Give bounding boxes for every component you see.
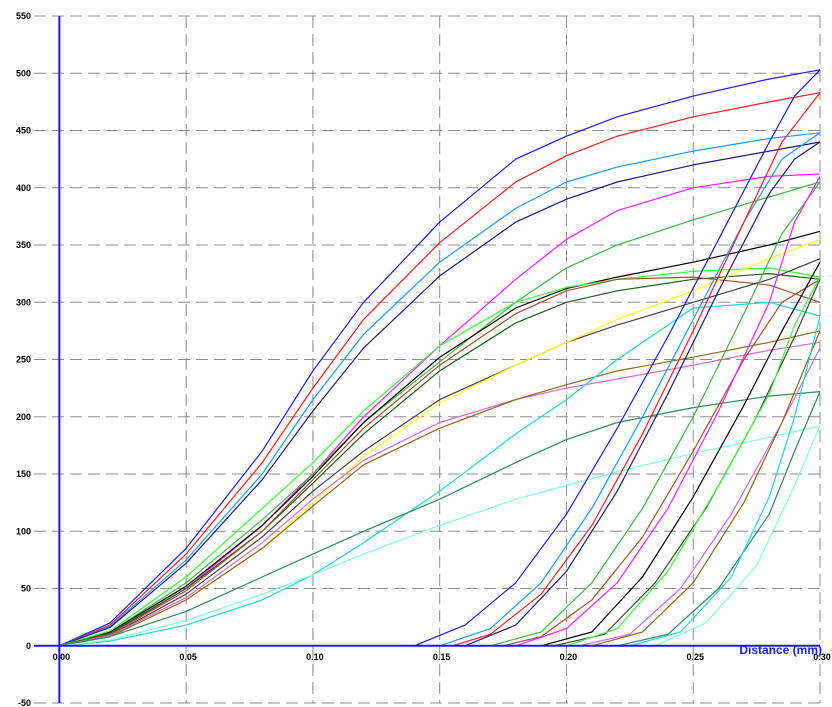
x-tick-label: 0.30 <box>813 652 831 662</box>
series-line <box>59 141 821 647</box>
x-tick-label: 0.10 <box>306 652 324 662</box>
y-tick-label: -50 <box>18 698 31 707</box>
series-line <box>59 132 821 647</box>
x-tick-label: 0.20 <box>560 652 578 662</box>
axis-layer <box>34 16 820 703</box>
series-line <box>59 341 821 647</box>
y-tick-label: 400 <box>16 183 31 193</box>
x-tick-label: 0.25 <box>686 652 704 662</box>
x-tick-label: 0.15 <box>433 652 451 662</box>
series-layer <box>59 69 821 647</box>
series-line <box>59 230 821 647</box>
y-tick-label: 350 <box>16 240 31 250</box>
series-line <box>59 132 821 647</box>
tick-label-layer: -50 0 50 100 150 200 250 300 350 400 450 500 550 0.00… <box>16 11 831 707</box>
y-tick-label: 0 <box>26 641 31 651</box>
series-line <box>59 69 821 647</box>
series-line <box>59 391 821 647</box>
series-line <box>59 92 821 647</box>
series-line <box>59 141 821 647</box>
x-tick-label: 0.05 <box>179 652 197 662</box>
series-line <box>59 276 821 647</box>
y-tick-label: 250 <box>16 355 31 365</box>
series-line <box>59 176 821 647</box>
series-line <box>59 267 821 647</box>
series-line <box>59 276 821 647</box>
series-line <box>59 181 821 647</box>
series-line <box>59 278 821 647</box>
x-tick-label: 0.00 <box>53 652 71 662</box>
series-line <box>59 92 821 647</box>
series-line <box>59 258 821 647</box>
series-line <box>59 425 821 647</box>
y-tick-label: 450 <box>16 126 31 136</box>
y-tick-label: 550 <box>16 11 31 21</box>
x-axis-title: Distance (mm) <box>739 643 822 657</box>
y-tick-label: 100 <box>16 526 31 536</box>
grid-layer <box>34 15 821 704</box>
series-line <box>59 330 821 647</box>
y-tick-label: 500 <box>16 68 31 78</box>
y-tick-label: 300 <box>16 297 31 307</box>
series-line <box>59 181 821 647</box>
series-line <box>59 301 821 647</box>
series-line <box>59 273 821 647</box>
series-line <box>59 261 821 647</box>
series-line <box>59 279 821 647</box>
y-tick-label: 50 <box>21 584 31 594</box>
y-tick-label: 200 <box>16 412 31 422</box>
y-tick-label: 150 <box>16 469 31 479</box>
series-line <box>59 69 821 647</box>
